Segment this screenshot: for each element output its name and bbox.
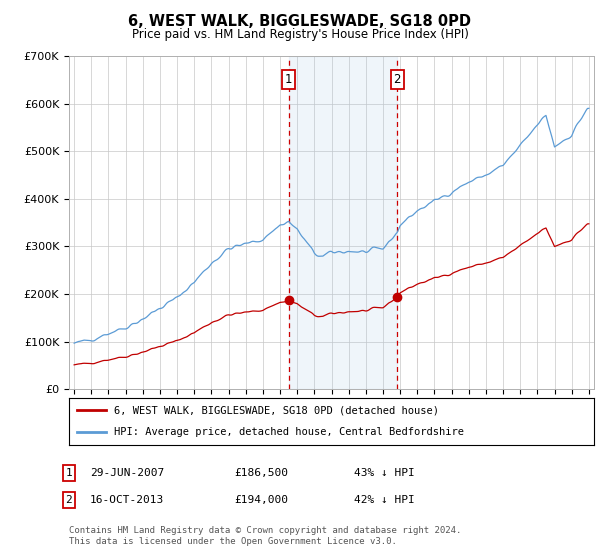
Text: 1: 1 <box>65 468 73 478</box>
Text: 29-JUN-2007: 29-JUN-2007 <box>90 468 164 478</box>
Text: 16-OCT-2013: 16-OCT-2013 <box>90 495 164 505</box>
Text: 42% ↓ HPI: 42% ↓ HPI <box>354 495 415 505</box>
Bar <box>289 56 397 389</box>
Text: £194,000: £194,000 <box>234 495 288 505</box>
Text: £186,500: £186,500 <box>234 468 288 478</box>
Text: 2: 2 <box>65 495 73 505</box>
Text: Contains HM Land Registry data © Crown copyright and database right 2024.
This d: Contains HM Land Registry data © Crown c… <box>69 526 461 546</box>
Text: Price paid vs. HM Land Registry's House Price Index (HPI): Price paid vs. HM Land Registry's House … <box>131 28 469 41</box>
Text: 6, WEST WALK, BIGGLESWADE, SG18 0PD (detached house): 6, WEST WALK, BIGGLESWADE, SG18 0PD (det… <box>113 405 439 416</box>
Text: 43% ↓ HPI: 43% ↓ HPI <box>354 468 415 478</box>
Text: 2: 2 <box>394 73 401 86</box>
Text: HPI: Average price, detached house, Central Bedfordshire: HPI: Average price, detached house, Cent… <box>113 427 464 437</box>
Text: 1: 1 <box>285 73 292 86</box>
Text: 6, WEST WALK, BIGGLESWADE, SG18 0PD: 6, WEST WALK, BIGGLESWADE, SG18 0PD <box>128 14 472 29</box>
